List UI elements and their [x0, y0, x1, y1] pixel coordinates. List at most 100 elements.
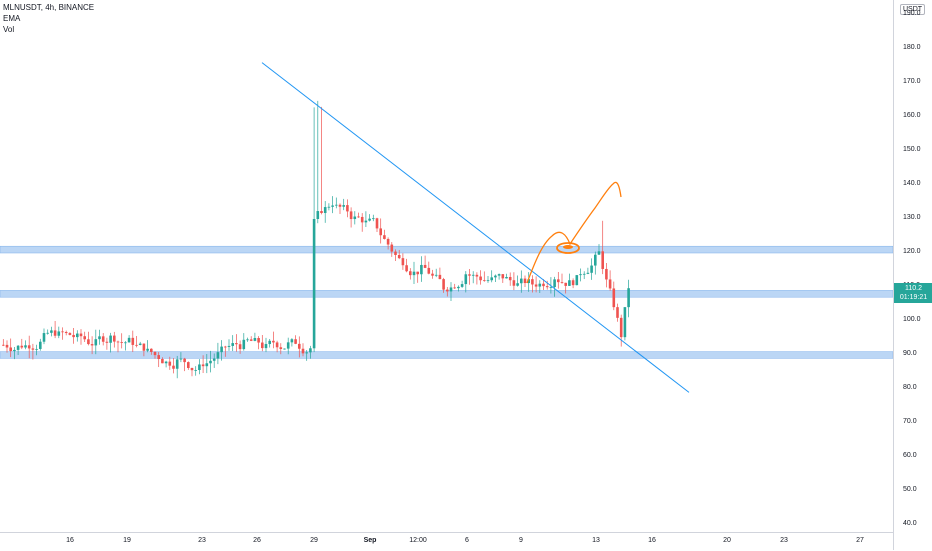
- candle-body: [268, 340, 271, 345]
- candle-body: [286, 342, 290, 349]
- candle-body: [549, 287, 553, 288]
- time-axis[interactable]: 16 19 23 26 29 Sep 12:00 6 9 13 16 20 23 27: [0, 532, 893, 551]
- candle-body: [538, 283, 542, 287]
- candle-body: [464, 274, 468, 285]
- candle-body: [327, 206, 331, 208]
- candle-body: [553, 279, 556, 288]
- candle-body: [249, 339, 253, 341]
- candle-body: [224, 346, 227, 348]
- candle-body: [627, 288, 630, 308]
- price-tick: 40.0: [903, 520, 917, 527]
- price-axis[interactable]: USDT 190.0 180.0 170.0 160.0 150.0 140.0 130.0…: [893, 0, 932, 550]
- price-tick: 140.0: [903, 180, 921, 187]
- candle-body: [120, 342, 123, 343]
- candle-body: [412, 271, 416, 276]
- candle-body: [423, 264, 427, 268]
- candle-body: [579, 274, 582, 276]
- candle-body: [320, 211, 323, 214]
- target-circle-drawing: [556, 242, 580, 254]
- candle-body: [483, 280, 486, 282]
- legend-ema[interactable]: EMA: [3, 14, 21, 23]
- time-tick: 16: [66, 537, 74, 544]
- candle-body: [131, 337, 135, 345]
- candle-body: [386, 238, 390, 245]
- candle-body: [520, 278, 523, 284]
- candle-body: [460, 284, 464, 287]
- candle-body: [9, 347, 12, 352]
- candle-body: [316, 211, 320, 219]
- candle-body: [512, 280, 516, 286]
- candle-body: [13, 349, 16, 352]
- last-price-label: 110.2 01:19:21: [894, 283, 932, 303]
- candle-body: [508, 276, 512, 281]
- candle-body: [397, 254, 401, 259]
- candle-body: [198, 364, 201, 371]
- price-tick: 70.0: [903, 418, 917, 425]
- candle-body: [523, 278, 527, 284]
- candle-body: [275, 342, 279, 348]
- candle-body: [142, 343, 146, 351]
- currency-badge[interactable]: USDT: [900, 4, 926, 15]
- candle-body: [253, 338, 257, 341]
- candle-body: [94, 339, 98, 346]
- price-tick: 120.0: [903, 248, 921, 255]
- candle-body: [501, 274, 505, 279]
- candle-body: [383, 235, 386, 239]
- candle-body: [390, 244, 394, 252]
- price-tick: 170.0: [903, 78, 921, 85]
- candle-body: [364, 220, 368, 223]
- candle-body: [16, 345, 20, 350]
- candle-body: [394, 251, 397, 255]
- candle-body: [101, 336, 105, 342]
- chart-pane[interactable]: MLNUSDT, 4h, BINANCE EMA Vol: [0, 0, 893, 532]
- candle-body: [490, 277, 493, 281]
- candle-body: [335, 204, 338, 206]
- candle-body: [5, 344, 9, 348]
- legend-volume[interactable]: Vol: [3, 25, 15, 34]
- candle-body: [109, 335, 112, 343]
- time-tick: 16: [648, 537, 656, 544]
- candle-body: [434, 274, 438, 276]
- candle-body: [342, 205, 345, 207]
- time-tick: 26: [253, 537, 261, 544]
- candle-body: [64, 331, 68, 334]
- candle-body: [442, 279, 445, 290]
- price-tick: 150.0: [903, 146, 921, 153]
- candle-body: [39, 341, 42, 349]
- candle-body: [164, 361, 168, 364]
- candle-body: [238, 344, 242, 350]
- candle-body: [608, 279, 612, 289]
- candle-body: [353, 216, 357, 220]
- last-price-value: 110.2: [905, 285, 922, 292]
- candle-body: [283, 348, 286, 350]
- candle-body: [534, 284, 538, 287]
- candle-body: [623, 307, 627, 338]
- candle-body: [346, 205, 349, 212]
- candle-body: [68, 333, 72, 335]
- price-chart[interactable]: [0, 0, 893, 532]
- target-circle-fill: [563, 245, 573, 249]
- candle-body: [571, 280, 575, 286]
- price-tick: 190.0: [903, 10, 921, 17]
- candle-body: [416, 271, 419, 275]
- price-tick: 130.0: [903, 214, 921, 221]
- time-tick: Sep: [363, 537, 377, 544]
- candle-body: [619, 317, 623, 338]
- candle-body: [505, 276, 508, 279]
- candle-body: [301, 348, 305, 354]
- candle-body: [235, 343, 238, 345]
- candle-body: [372, 218, 375, 220]
- candle-body: [264, 344, 268, 349]
- candle-body: [220, 346, 223, 353]
- time-tick: 20: [723, 537, 731, 544]
- candle-body: [586, 272, 590, 274]
- candle-body: [135, 344, 138, 346]
- bar-countdown: 01:19:21: [899, 294, 928, 301]
- candle-body: [172, 365, 175, 369]
- candle-body: [427, 267, 431, 274]
- candle-body: [612, 288, 616, 308]
- candle-body: [516, 283, 519, 286]
- candle-body: [405, 265, 408, 272]
- legend-symbol[interactable]: MLNUSDT, 4h, BINANCE: [3, 3, 95, 12]
- price-tick: 50.0: [903, 486, 917, 493]
